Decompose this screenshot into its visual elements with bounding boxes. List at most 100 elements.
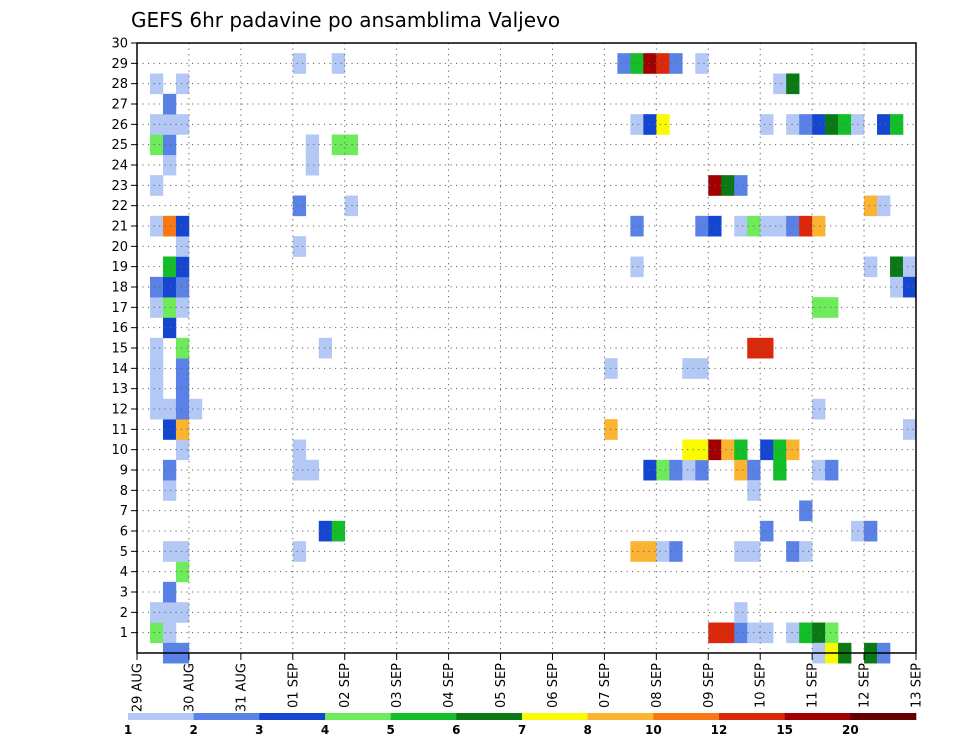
y-tick-label: 6 xyxy=(120,525,128,540)
colorbar-label: 1 xyxy=(124,723,132,737)
heatmap-cell xyxy=(630,114,644,135)
heatmap-cell xyxy=(175,215,190,237)
heatmap-cell xyxy=(318,520,333,542)
heatmap-cell xyxy=(188,398,203,420)
heatmap-cell xyxy=(669,53,683,74)
colorbar-label: 3 xyxy=(255,723,263,737)
colorbar-swatch xyxy=(522,713,588,720)
heatmap-cell xyxy=(292,541,307,562)
heatmap-cell xyxy=(760,520,774,542)
heatmap-cell xyxy=(175,297,190,318)
heatmap-cell xyxy=(812,297,826,318)
y-tick-label: 8 xyxy=(120,484,128,499)
heatmap-cell xyxy=(877,195,891,217)
heatmap-cell xyxy=(786,73,800,95)
heatmap-cell xyxy=(149,398,164,420)
heatmap-cell xyxy=(149,378,164,400)
heatmap-cell xyxy=(903,419,917,440)
x-tick-label: 31 AUG xyxy=(234,663,249,712)
x-tick-label: 29 AUG xyxy=(131,663,146,712)
heatmap-cell xyxy=(721,175,735,196)
heatmap-cell xyxy=(734,622,748,644)
heatmap-cell xyxy=(799,541,813,562)
heatmap-cell xyxy=(175,256,190,278)
heatmap-cell xyxy=(162,398,177,420)
grid-lines xyxy=(137,43,916,653)
y-tick-label: 21 xyxy=(111,220,128,235)
x-tick-label: 08 SEP xyxy=(650,663,665,708)
y-tick-label: 29 xyxy=(111,57,128,72)
y-tick-label: 28 xyxy=(111,77,128,92)
heatmap-cell xyxy=(175,378,190,400)
heatmap-cell xyxy=(175,439,190,461)
y-tick-label: 9 xyxy=(120,464,128,479)
colorbar-swatch xyxy=(456,713,523,720)
heatmap-cell xyxy=(812,215,826,237)
x-tick-label: 03 SEP xyxy=(390,663,405,708)
x-tick-label: 06 SEP xyxy=(546,663,561,708)
heatmap-cell xyxy=(292,439,307,461)
heatmap-cell xyxy=(643,541,657,562)
heatmap-cell xyxy=(760,215,774,237)
x-tick-label: 05 SEP xyxy=(494,663,509,708)
heatmap-cell xyxy=(773,439,787,461)
heatmap-cell xyxy=(149,73,164,95)
colorbar-label: 5 xyxy=(386,723,394,737)
heatmap-cell xyxy=(175,561,190,583)
colorbar-label: 8 xyxy=(583,723,591,737)
y-tick-label: 1 xyxy=(120,626,128,641)
heatmap-cell xyxy=(695,439,709,461)
heatmap-cell xyxy=(812,114,826,135)
heatmap-cell xyxy=(786,541,800,562)
heatmap-cell xyxy=(799,215,813,237)
heatmap-cell xyxy=(682,459,696,481)
heatmap-cell xyxy=(695,358,709,379)
heatmap-cell xyxy=(162,459,177,481)
y-tick-label: 30 xyxy=(111,37,128,52)
heatmap-cell xyxy=(162,419,177,440)
y-tick-label: 25 xyxy=(111,138,128,153)
heatmap-cell xyxy=(799,500,813,522)
heatmap-cell xyxy=(162,114,177,135)
heatmap-cell xyxy=(825,114,839,135)
heatmap-cell xyxy=(331,134,346,156)
colorbar-label: 6 xyxy=(452,723,460,737)
y-tick-label: 10 xyxy=(111,443,128,458)
heatmap-cell xyxy=(149,297,164,318)
heatmap-cell xyxy=(760,337,774,359)
heatmap-cell xyxy=(630,53,644,74)
heatmap-cell xyxy=(877,114,891,135)
heatmap-cell xyxy=(331,520,346,542)
heatmap-cell xyxy=(149,134,164,156)
heatmap-cell xyxy=(734,459,748,481)
heatmap-cell xyxy=(162,541,177,562)
heatmap-cell xyxy=(149,602,164,623)
heatmap-cell xyxy=(786,622,800,644)
heatmap-cell xyxy=(734,602,748,623)
y-tick-label: 11 xyxy=(111,423,128,438)
heatmap-cell xyxy=(344,195,359,217)
y-tick-label: 14 xyxy=(111,362,128,377)
colorbar-swatch xyxy=(325,713,391,720)
x-tick-label: 13 SEP xyxy=(910,663,925,708)
colorbar-swatch xyxy=(128,713,194,720)
y-tick-label: 15 xyxy=(111,342,128,357)
heatmap-cell xyxy=(812,459,826,481)
heatmap-cell xyxy=(643,53,657,74)
colorbar-swatch xyxy=(653,713,720,720)
x-tick-label: 02 SEP xyxy=(338,663,353,708)
heatmap-cell xyxy=(825,459,839,481)
heatmap-cell xyxy=(656,114,670,135)
heatmap-cell xyxy=(175,398,190,420)
heatmap-cell xyxy=(773,73,787,95)
heatmap-cell xyxy=(760,439,774,461)
heatmap-cell xyxy=(643,114,657,135)
heatmap-cell xyxy=(175,276,190,298)
heatmap-cell xyxy=(734,439,748,461)
y-tick-label: 23 xyxy=(111,179,128,194)
heatmap-cell xyxy=(617,53,631,74)
heatmap-cell xyxy=(786,114,800,135)
heatmap-cell xyxy=(760,622,774,644)
colorbar-label: 12 xyxy=(711,723,728,737)
